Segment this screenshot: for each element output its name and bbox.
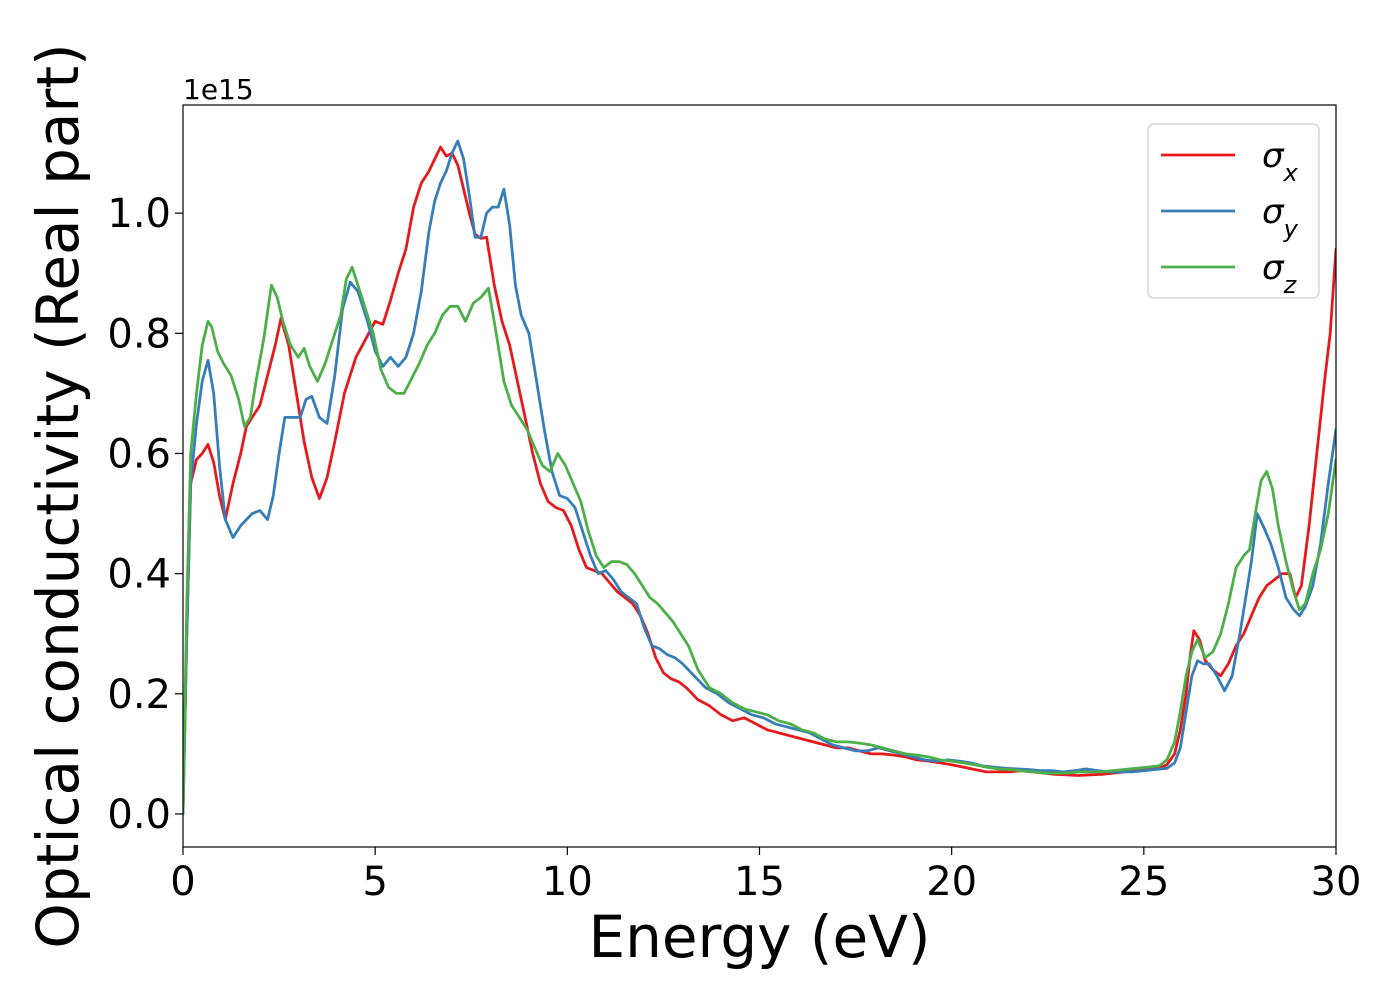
- y-tick-label: 0.2: [107, 672, 171, 718]
- x-tick-label: 30: [1311, 859, 1362, 905]
- series-line-x: [183, 145, 1336, 816]
- y-tick-label: 0.6: [107, 431, 171, 477]
- x-tick-label: 10: [542, 859, 593, 905]
- series-line-y: [183, 139, 1336, 816]
- y-tick-label: 0.0: [107, 792, 171, 838]
- series-layer: [183, 139, 1336, 816]
- x-axis-ticks: 0 5 10 15 20 25 30: [170, 847, 1361, 905]
- y-tick-label: 1.0: [107, 191, 171, 237]
- x-tick-label: 5: [362, 859, 387, 905]
- x-tick-label: 25: [1118, 859, 1169, 905]
- x-axis-title: Energy (eV): [588, 903, 930, 971]
- y-axis-title: Optical conductivity (Real part): [24, 43, 92, 948]
- x-tick-label: 15: [734, 859, 785, 905]
- y-tick-label: 0.8: [107, 311, 171, 357]
- x-tick-label: 20: [926, 859, 977, 905]
- x-tick-label: 0: [170, 859, 195, 905]
- y-tick-label: 0.4: [107, 552, 171, 598]
- series-line-z: [183, 265, 1336, 816]
- y-axis-offset-label: 1e15: [183, 73, 254, 106]
- y-axis-ticks: 0.0 0.2 0.4 0.6 0.8 1.0: [107, 191, 183, 838]
